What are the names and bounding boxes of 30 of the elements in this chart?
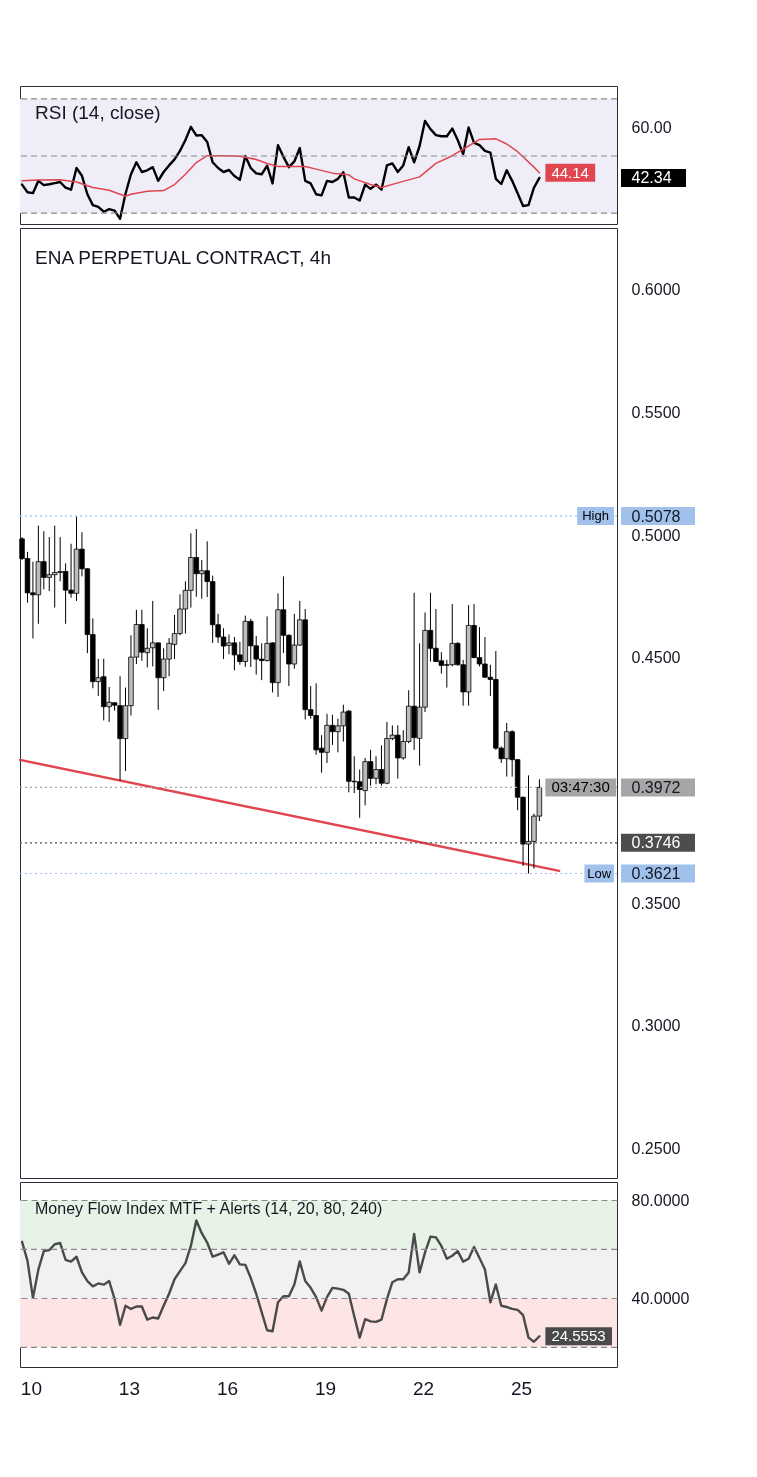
y-tick-label: 42.34	[631, 169, 672, 187]
ref-line-label: Low	[587, 865, 612, 881]
x-tick-label: 10	[20, 1377, 42, 1399]
y-tick-label: 80.0000	[631, 1191, 690, 1209]
annotation: 03:47:30	[551, 778, 610, 796]
y-tick-label: 0.5000	[631, 526, 681, 544]
y-tick-label: 0.5078	[631, 507, 681, 525]
y-tick-label: 0.3621	[631, 865, 681, 883]
text: RSI (14, close)	[35, 102, 161, 123]
ref-line-label: High	[582, 508, 609, 524]
x-tick-label: 13	[118, 1377, 140, 1399]
line-series	[20, 1219, 541, 1343]
x-tick-label: 19	[314, 1377, 337, 1399]
x-tick-label: 16	[216, 1377, 239, 1399]
x-tick-label: 25	[510, 1377, 533, 1399]
y-tick-label: 0.3746	[631, 834, 681, 852]
data-label: 24.5553	[551, 1327, 606, 1345]
text: Money Flow Index MTF + Alerts (14, 20, 80, 240)	[35, 1200, 383, 1217]
y-tick-label: 40.0000	[631, 1289, 690, 1307]
x-tick-label: 22	[412, 1377, 435, 1399]
y-tick-label: 0.3000	[631, 1017, 681, 1035]
y-tick-label: 0.3972	[631, 778, 681, 796]
y-tick-label: 0.3500	[631, 894, 681, 912]
y-tick-label: 0.5500	[631, 404, 681, 421]
y-tick-label: 0.2500	[631, 1140, 681, 1158]
text: ENA PERPETUAL CONTRACT, 4h	[35, 247, 331, 268]
y-tick-label: 0.6000	[631, 281, 681, 299]
y-tick-label: 0.4500	[631, 649, 681, 667]
data-label: 44.14	[551, 163, 589, 181]
y-tick-label: 60.00	[631, 118, 672, 136]
